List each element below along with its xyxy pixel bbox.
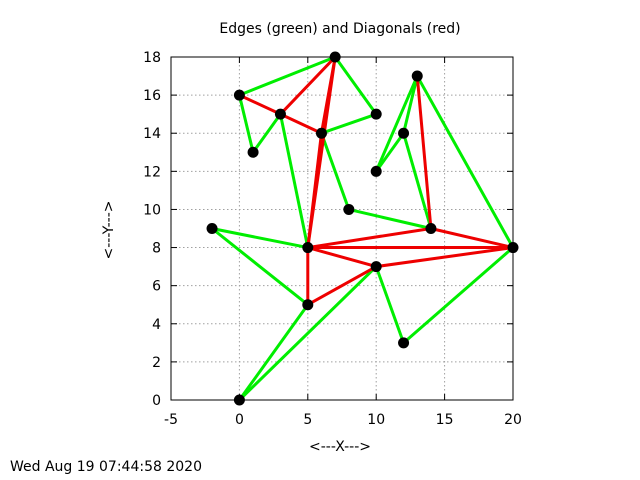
diagonal-segment	[429, 227, 515, 250]
diagonal-segment	[306, 227, 433, 250]
edge-segment	[251, 112, 282, 154]
x-axis-label: <---X--->	[309, 439, 371, 455]
edge-segment	[319, 112, 378, 135]
x-tick-label: 5	[303, 412, 312, 428]
timestamp: Wed Aug 19 07:44:58 2020	[10, 459, 202, 475]
edge-segment	[374, 74, 419, 173]
y-tick-label: 14	[143, 126, 161, 142]
y-tick-label: 6	[152, 279, 161, 295]
vertex-point	[370, 108, 382, 120]
diagonal-segment	[306, 246, 378, 269]
edge-segment	[402, 246, 515, 345]
vertex-point	[274, 108, 286, 120]
edge-segment	[237, 93, 255, 154]
vertex-point	[233, 89, 245, 101]
edge-segment	[210, 227, 310, 307]
edges-series	[210, 55, 515, 402]
x-tick-label: 10	[367, 412, 385, 428]
edge-segment	[319, 131, 351, 211]
y-tick-label: 2	[152, 355, 161, 371]
edge-segment	[374, 131, 406, 173]
vertices-series	[206, 51, 519, 406]
diagonal-segment	[237, 93, 282, 116]
vertex-point	[411, 70, 423, 82]
vertex-point	[370, 261, 382, 273]
diagonal-segment	[415, 74, 433, 230]
y-tick-label: 16	[143, 88, 161, 104]
plot-frame	[170, 56, 514, 401]
diagonal-segment	[306, 265, 378, 307]
y-tick-label: 4	[152, 317, 161, 333]
vertex-point	[343, 203, 355, 215]
diagonal-segment	[278, 55, 337, 116]
axis-ticks	[170, 56, 514, 401]
edge-segment	[237, 55, 337, 97]
grid	[171, 57, 513, 400]
diagonal-segment	[278, 112, 323, 135]
edge-segment	[237, 265, 378, 402]
vertex-point	[315, 127, 327, 139]
edge-segment	[402, 131, 433, 230]
diagonals-series	[237, 55, 515, 307]
y-tick-label: 12	[143, 164, 161, 180]
y-tick-label: 0	[152, 393, 161, 409]
y-axis-label: <---Y--->	[101, 200, 117, 259]
x-tick-label: -5	[164, 412, 178, 428]
x-tick-label: 15	[436, 412, 454, 428]
edge-segment	[333, 55, 378, 116]
y-tick-label: 10	[143, 202, 161, 218]
vertex-point	[302, 242, 314, 254]
diagonal-segment	[374, 246, 515, 269]
vertex-point	[233, 394, 245, 406]
vertex-point	[507, 242, 519, 254]
x-tick-label: 20	[504, 412, 522, 428]
vertex-point	[206, 223, 218, 234]
edge-segment	[374, 265, 406, 345]
edge-segment	[402, 74, 419, 135]
edge-segment	[210, 227, 310, 250]
vertex-point	[398, 127, 410, 139]
vertex-point	[398, 337, 410, 349]
edge-segment	[278, 112, 310, 250]
vertex-point	[370, 165, 382, 177]
y-tick-label: 18	[143, 50, 161, 66]
edge-segment	[237, 303, 310, 402]
vertex-point	[425, 223, 437, 234]
chart-title: Edges (green) and Diagonals (red)	[219, 21, 460, 37]
edge-segment	[347, 207, 433, 230]
x-tick-label: 0	[235, 412, 244, 428]
edge-segment	[415, 74, 515, 250]
vertex-point	[302, 299, 314, 311]
y-tick-label: 8	[152, 241, 161, 257]
vertex-point	[329, 51, 341, 63]
diagonal-segment	[306, 131, 323, 250]
vertex-point	[247, 146, 259, 158]
